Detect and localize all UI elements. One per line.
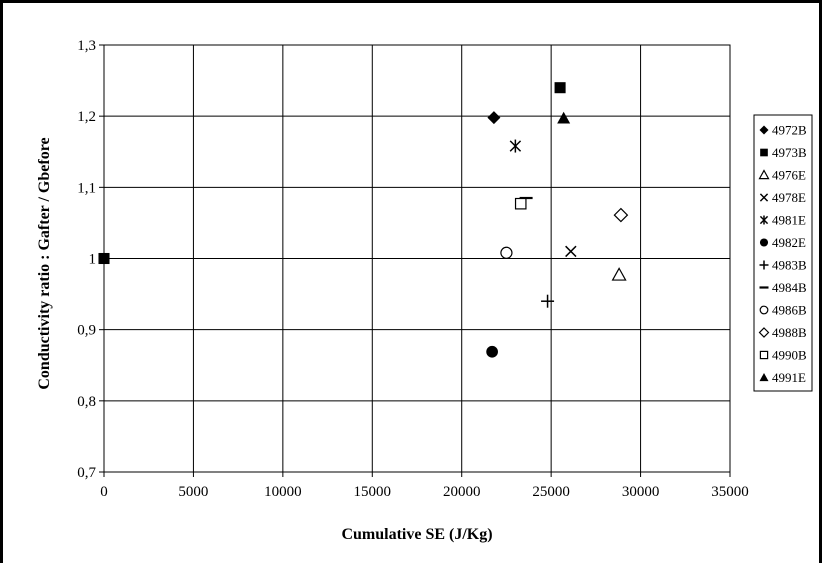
legend-item-4972B: 4972B: [759, 123, 807, 138]
legend-label: 4988B: [772, 325, 807, 340]
legend-label: 4976E: [772, 168, 806, 183]
legend-marker-4982E: [759, 238, 769, 247]
legend-marker-4991E: [759, 373, 769, 382]
marker-4981E: [509, 139, 522, 153]
legend-item-4983B: 4983B: [759, 258, 807, 273]
scatter-chart: 0,7 0,8 0,9 1 1,1 1,2 1,3 0 5000 10000 15000 20000 2…: [36, 38, 813, 543]
marker-4978E: [565, 245, 577, 258]
legend-marker-4981E: [759, 215, 769, 225]
marker-4973B: [98, 252, 110, 265]
legend-marker-4976E: [758, 169, 770, 180]
legend-label: 4990B: [772, 348, 807, 363]
legend: 4972B 4973B 4976E 4978E 4981E 4982E 4983B 4984B…: [753, 114, 813, 392]
x-axis-title: Cumulative SE (J/Kg): [341, 526, 492, 543]
x-tick-label: 15000: [354, 484, 392, 500]
legend-item-4981E: 4981E: [759, 213, 806, 228]
y-tick-label: 0,8: [77, 394, 96, 410]
legend-label: 4972B: [772, 123, 807, 138]
marker-4990B: [514, 197, 527, 210]
y-tick-label: 0,9: [77, 323, 96, 339]
legend-item-4984B: 4984B: [759, 280, 807, 295]
y-tick-label: 1,1: [77, 180, 96, 196]
marker-4973B: [554, 82, 566, 94]
marker-4982E: [486, 345, 498, 358]
axis-ticks: 0,7 0,8 0,9 1 1,1 1,2 1,3 0 5000 10000 15000 20000 2…: [77, 38, 749, 500]
legend-marker-4990B: [759, 350, 769, 360]
legend-label: 4984B: [772, 280, 807, 295]
x-tick-label: 5000: [178, 484, 208, 500]
legend-item-4988B: 4988B: [758, 325, 807, 340]
marker-4986B: [500, 246, 513, 259]
legend-label: 4981E: [772, 213, 806, 228]
x-tick-label: 30000: [622, 484, 660, 500]
legend-item-4991E: 4991E: [759, 370, 806, 385]
legend-item-4990B: 4990B: [759, 348, 807, 363]
marker-4991E: [557, 111, 571, 124]
marker-4988B: [613, 207, 629, 223]
legend-label: 4986B: [772, 303, 807, 318]
x-tick-label: 35000: [711, 484, 749, 500]
legend-marker-4988B: [758, 327, 770, 338]
legend-marker-4986B: [759, 305, 769, 315]
legend-marker-4973B: [760, 148, 768, 157]
y-tick-label: 1,2: [77, 109, 96, 125]
legend-marker-4972B: [759, 125, 769, 135]
legend-item-4986B: 4986B: [759, 303, 807, 318]
x-tick-label: 10000: [264, 484, 302, 500]
legend-item-4982E: 4982E: [759, 235, 806, 250]
legend-label: 4983B: [772, 258, 807, 273]
y-axis-title: Conductivity ratio : Gafter / Gbefore: [36, 137, 53, 389]
y-tick-label: 1: [89, 252, 97, 268]
y-tick-label: 1,3: [77, 38, 96, 54]
legend-label: 4978E: [772, 190, 806, 205]
legend-item-4976E: 4976E: [758, 168, 806, 183]
legend-label: 4982E: [772, 235, 806, 250]
legend-marker-4978E: [759, 193, 769, 202]
y-tick-label: 0,7: [77, 465, 96, 481]
legend-box: [753, 114, 813, 392]
legend-label: 4991E: [772, 370, 806, 385]
marker-4983B: [541, 294, 555, 308]
legend-item-4978E: 4978E: [759, 190, 806, 205]
data-markers: [98, 82, 629, 358]
x-tick-label: 20000: [443, 484, 481, 500]
grid-lines: [104, 45, 730, 472]
legend-item-4973B: 4973B: [760, 145, 807, 160]
legend-label: 4973B: [772, 145, 807, 160]
x-tick-label: 0: [100, 484, 108, 500]
legend-marker-4983B: [759, 260, 769, 270]
marker-4976E: [611, 267, 627, 281]
x-tick-label: 25000: [532, 484, 570, 500]
marker-4972B: [487, 111, 501, 125]
